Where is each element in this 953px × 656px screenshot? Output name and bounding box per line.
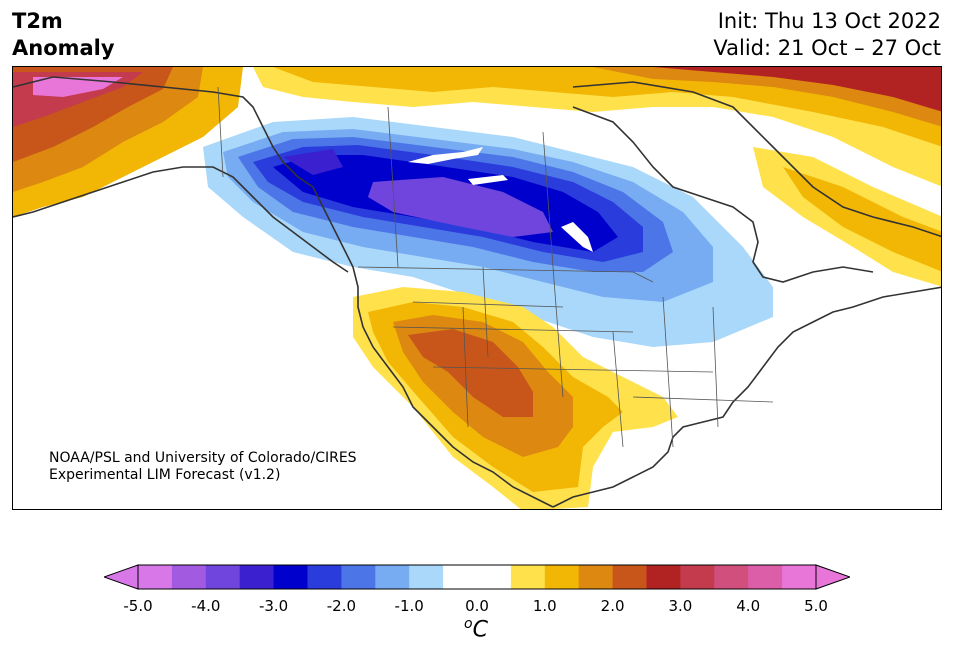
units-degree: o (464, 616, 473, 632)
colorbar-cell (307, 565, 342, 589)
colorbar-min-arrow (104, 564, 139, 590)
init-date: Init: Thu 13 Oct 2022 (717, 9, 941, 33)
colorbar-cell (510, 565, 546, 589)
date-info: Init: Thu 13 Oct 2022 Valid: 21 Oct – 27… (713, 8, 941, 62)
cold-band-6 (283, 149, 343, 175)
cold-core (368, 177, 553, 237)
lake-winnipeg (561, 222, 593, 252)
great-bear-lake (408, 147, 483, 164)
alaska-warm-peak (33, 77, 123, 97)
colorbar-cell (646, 565, 681, 589)
colorbar-tick-label: 4.0 (736, 597, 761, 615)
colorbar-ticks: -5.0 -4.0 -3.0 -2.0 -1.0 0.0 1.0 2.0 3.0 4.0 5.0 (0, 597, 953, 617)
colorbar-cell (477, 565, 512, 589)
colorbar-cell (612, 565, 647, 589)
coastlines (13, 76, 941, 508)
colorbar-cell (544, 565, 580, 589)
colorbar-tick-label: 1.0 (532, 597, 557, 615)
title-line-1: T2m (12, 9, 63, 33)
colorbar-cell (748, 565, 783, 589)
colorbar-cell (171, 565, 207, 589)
colorbar-cell (205, 565, 241, 589)
arctic-warm-core (653, 67, 941, 112)
colorbar-cell (273, 565, 308, 589)
colorbar-frame (137, 564, 817, 590)
colorbar-tick-label: 3.0 (668, 597, 693, 615)
colorbar (104, 564, 850, 590)
sw-warm-core (408, 329, 533, 417)
colorbar-cell (680, 565, 715, 589)
colorbar-cell (409, 565, 444, 589)
colorbar-tick-label: -1.0 (394, 597, 424, 615)
political-boundaries (217, 86, 774, 448)
great-slave-lake (468, 175, 508, 185)
colorbar-cell (138, 565, 173, 589)
colorbar-units: oC (464, 616, 488, 642)
colorbar-tick-label: -4.0 (191, 597, 221, 615)
colorbar-tick-label: -3.0 (258, 597, 289, 615)
credit-line-2: Experimental LIM Forecast (v1.2) (49, 467, 281, 483)
colorbar-cells (138, 565, 817, 589)
colorbar-tick-label: -2.0 (326, 597, 357, 615)
anomaly-map (12, 66, 942, 510)
colorbar-tick-label: 0.0 (465, 597, 489, 615)
colorbar-cell (239, 565, 275, 589)
credit-text: NOAA/PSL and University of Colorado/CIRE… (49, 450, 357, 484)
valid-date: Valid: 21 Oct – 27 Oct (713, 36, 941, 60)
colorbar-tick-label: -5.0 (123, 597, 153, 615)
colorbar-max-arrow (815, 564, 850, 590)
map-title: T2m Anomaly (12, 8, 115, 62)
map-canvas (13, 67, 941, 509)
colorbar-cell (714, 565, 749, 589)
colorbar-cell (341, 565, 376, 589)
colorbar-tick-label: 5.0 (804, 597, 828, 615)
colorbar-cell (578, 565, 614, 589)
units-label: C (472, 617, 488, 643)
colorbar-cell (375, 565, 410, 589)
credit-line-1: NOAA/PSL and University of Colorado/CIRE… (49, 450, 357, 466)
title-line-2: Anomaly (12, 36, 115, 60)
colorbar-cell (443, 565, 478, 589)
colorbar-tick-label: 2.0 (600, 597, 625, 615)
colorbar-cell (782, 565, 817, 589)
